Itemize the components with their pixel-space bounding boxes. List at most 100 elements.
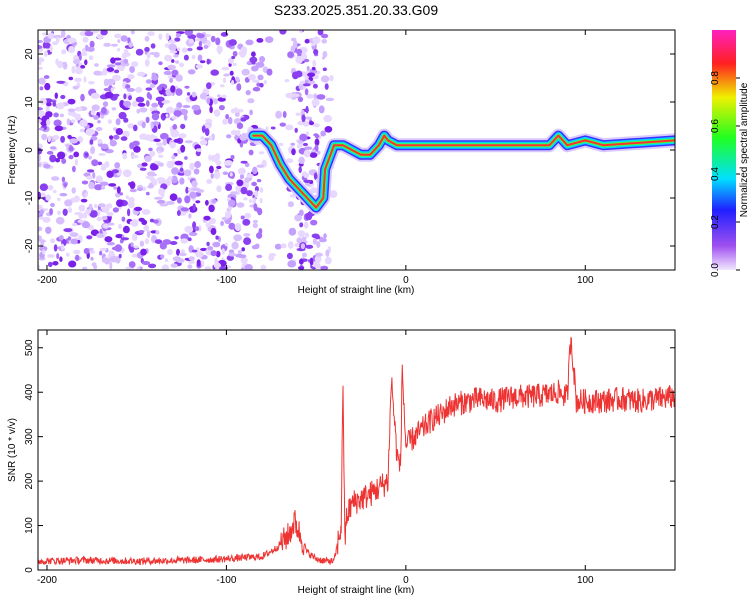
- noise-blob: [158, 187, 165, 196]
- noise-blob: [162, 138, 167, 146]
- noise-blob: [129, 66, 136, 73]
- noise-blob: [54, 125, 64, 132]
- noise-blob: [244, 162, 250, 168]
- noise-blob: [205, 222, 211, 228]
- noise-blob: [123, 58, 129, 64]
- noise-blob: [114, 69, 120, 74]
- noise-blob: [241, 247, 245, 252]
- colorbar-label: Normalized spectral amplitude: [739, 82, 750, 217]
- noise-blob: [38, 226, 43, 232]
- noise-blob: [239, 174, 245, 180]
- noise-blob: [246, 173, 254, 179]
- noise-blob: [114, 162, 121, 169]
- noise-blob: [210, 227, 217, 236]
- noise-blob: [139, 167, 147, 171]
- noise-blob: [291, 148, 296, 156]
- noise-blob: [89, 250, 96, 254]
- x-tick-label: 100: [577, 275, 594, 286]
- noise-blob: [303, 58, 310, 63]
- noise-blob: [321, 33, 329, 39]
- noise-blob: [148, 147, 153, 152]
- noise-blob: [100, 30, 108, 36]
- noise-blob: [68, 145, 74, 152]
- noise-blob: [68, 45, 75, 54]
- noise-blob: [215, 235, 219, 240]
- noise-blob: [251, 181, 257, 187]
- noise-blob: [55, 36, 60, 43]
- noise-blob: [215, 37, 221, 46]
- noise-blob: [129, 142, 135, 150]
- noise-blob: [97, 138, 103, 144]
- noise-blob: [313, 172, 318, 180]
- noise-blob: [303, 221, 309, 229]
- noise-blob: [294, 243, 300, 248]
- noise-blob: [279, 30, 287, 35]
- noise-blob: [231, 79, 235, 86]
- noise-blob: [171, 175, 178, 184]
- noise-blob: [156, 86, 163, 91]
- noise-blob: [133, 206, 143, 212]
- noise-blob: [101, 215, 108, 221]
- noise-blob: [274, 243, 282, 250]
- noise-blob: [303, 149, 311, 158]
- noise-blob: [45, 194, 51, 201]
- noise-blob: [146, 52, 151, 59]
- noise-blob: [147, 31, 155, 37]
- colorbar-tick-label: 0.6: [710, 119, 721, 133]
- noise-blob: [237, 254, 247, 259]
- snr-series: [38, 337, 675, 566]
- noise-blob: [78, 204, 86, 212]
- noise-blob: [43, 50, 49, 57]
- noise-blob: [75, 116, 81, 121]
- noise-blob: [300, 53, 308, 61]
- noise-blob: [38, 119, 42, 123]
- noise-blob: [45, 226, 52, 234]
- noise-blob: [207, 246, 214, 251]
- noise-blob: [201, 125, 206, 133]
- noise-blob: [39, 239, 46, 243]
- noise-blob: [223, 160, 233, 166]
- noise-blob: [174, 37, 181, 42]
- noise-blob: [205, 199, 209, 206]
- noise-blob: [56, 102, 65, 110]
- noise-blob: [169, 241, 178, 245]
- noise-blob: [90, 109, 96, 116]
- noise-blob: [85, 128, 95, 136]
- noise-blob: [165, 32, 170, 41]
- noise-blob: [46, 150, 54, 155]
- noise-blob: [55, 216, 65, 225]
- noise-blob: [113, 134, 120, 140]
- noise-blob: [68, 76, 74, 81]
- noise-blob: [175, 74, 183, 82]
- noise-blob: [163, 70, 173, 76]
- noise-blob: [183, 113, 188, 121]
- noise-blob: [230, 191, 238, 195]
- noise-blob: [258, 228, 263, 235]
- noise-blob: [200, 247, 208, 252]
- noise-blob: [286, 158, 294, 164]
- noise-blob: [118, 223, 123, 230]
- noise-blob: [226, 255, 234, 261]
- noise-blob: [81, 47, 86, 53]
- noise-blob: [192, 203, 196, 211]
- noise-blob: [187, 47, 193, 52]
- noise-blob: [208, 204, 215, 213]
- noise-blob: [39, 209, 44, 215]
- noise-blob: [38, 147, 43, 155]
- noise-blob: [304, 232, 310, 238]
- noise-blob: [42, 216, 51, 223]
- noise-blob: [244, 177, 251, 183]
- noise-blob: [252, 86, 261, 92]
- noise-blob: [210, 81, 216, 86]
- noise-blob: [228, 252, 237, 257]
- noise-blob: [180, 123, 186, 130]
- noise-blob: [43, 75, 50, 79]
- noise-blob: [137, 102, 146, 107]
- noise-blob: [178, 252, 187, 257]
- noise-blob: [288, 227, 297, 236]
- noise-blob: [103, 42, 111, 47]
- noise-blob: [52, 134, 60, 140]
- noise-blob: [306, 79, 316, 85]
- noise-blob: [265, 36, 274, 43]
- noise-blob: [205, 33, 211, 38]
